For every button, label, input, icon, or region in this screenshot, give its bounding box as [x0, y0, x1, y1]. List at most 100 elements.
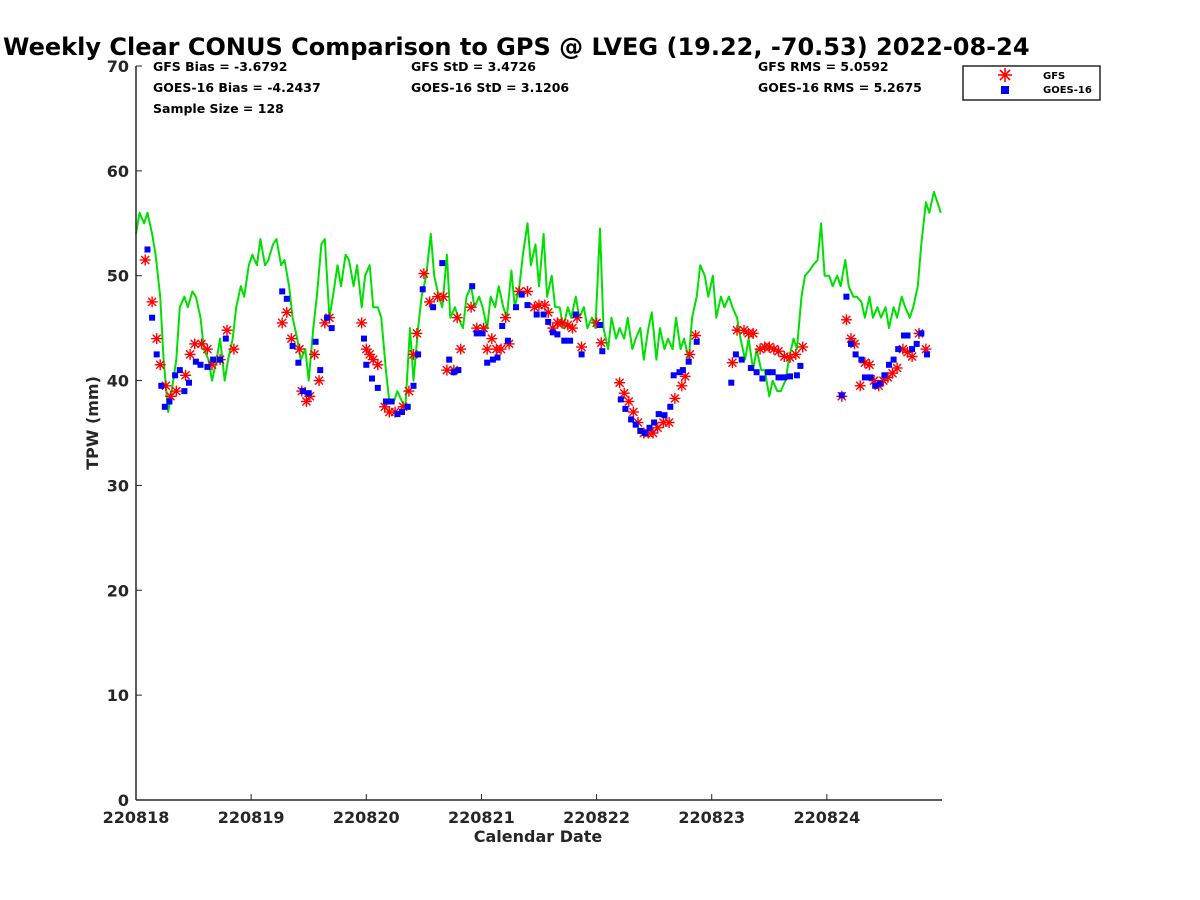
point-gfs	[623, 396, 635, 407]
point-goes-16	[192, 358, 199, 365]
y-tick-label: 60	[107, 162, 129, 181]
point-goes-16	[632, 421, 639, 428]
point-goes-16	[197, 361, 204, 368]
point-gfs	[754, 343, 766, 355]
point-goes-16	[439, 260, 446, 267]
stats-block: GFS Bias = -3.6792 GOES-16 Bias = -4.243…	[153, 59, 922, 116]
point-goes-16	[283, 295, 290, 302]
point-gfs	[690, 330, 702, 341]
y-tick-label: 40	[107, 372, 129, 391]
point-goes-16	[646, 424, 653, 431]
point-goes-16	[781, 374, 788, 381]
point-gfs	[364, 348, 376, 360]
y-tick-label: 30	[107, 476, 129, 495]
y-tick-label: 10	[107, 686, 129, 705]
point-goes-16	[289, 343, 296, 349]
point-goes-16	[913, 340, 920, 347]
point-gfs	[528, 301, 540, 313]
point-goes-16	[858, 356, 865, 363]
point-goes-16	[679, 367, 686, 374]
point-gfs	[481, 343, 493, 355]
point-gfs	[309, 348, 320, 360]
point-gfs	[139, 254, 151, 266]
point-goes-16	[881, 372, 888, 379]
point-gfs	[228, 343, 240, 355]
point-goes-16	[312, 338, 319, 345]
legend-box	[962, 65, 1101, 101]
stat-goes-bias: GOES-16 Bias = -4.2437	[153, 80, 321, 95]
point-gfs	[294, 343, 305, 355]
point-goes-16	[450, 369, 457, 376]
legend-goes-marker	[1001, 86, 1009, 94]
point-goes-16	[172, 372, 179, 379]
chart-title: Weekly Clear CONUS Comparison to GPS @ L…	[3, 33, 1030, 61]
point-gfs	[372, 359, 384, 371]
point-goes-16	[765, 369, 772, 376]
point-goes-16	[549, 329, 556, 336]
point-gfs	[790, 348, 802, 360]
point-goes-16	[641, 430, 648, 436]
point-goes-16	[848, 340, 854, 347]
point-goes-16	[628, 416, 635, 423]
point-gfs	[663, 417, 675, 428]
y-axis-label: TPW (mm)	[83, 376, 102, 470]
point-goes-16	[369, 375, 375, 382]
point-goes-16	[166, 398, 173, 405]
point-gfs	[864, 359, 875, 371]
point-goes-16	[222, 335, 229, 342]
point-goes-16	[637, 427, 644, 434]
series-layer	[135, 190, 942, 439]
point-goes-16	[479, 330, 486, 337]
point-goes-16	[867, 374, 874, 381]
point-goes-16	[901, 332, 907, 339]
stat-gfs-bias: GFS Bias = -3.6792	[153, 59, 287, 74]
point-goes-16	[446, 356, 453, 363]
point-goes-16	[361, 335, 367, 342]
point-gfs	[411, 327, 423, 339]
point-gfs	[418, 268, 430, 280]
point-gfs	[495, 343, 507, 355]
point-gfs	[465, 301, 477, 313]
point-goes-16	[430, 304, 437, 311]
y-tick-label: 50	[107, 267, 129, 286]
point-goes-16	[499, 323, 506, 329]
point-gfs	[726, 357, 738, 369]
point-goes-16	[732, 351, 739, 358]
point-gfs	[170, 385, 182, 397]
point-goes-16	[382, 398, 389, 405]
point-gfs	[669, 392, 681, 404]
point-goes-16	[210, 356, 217, 363]
point-goes-16	[872, 382, 879, 389]
legend-goes-label: GOES-16	[1043, 85, 1092, 96]
point-goes-16	[328, 325, 335, 332]
point-gfs	[566, 322, 578, 334]
point-goes-16	[300, 388, 306, 395]
point-gfs	[184, 348, 196, 360]
point-goes-16	[661, 412, 668, 419]
y-tick-label: 70	[107, 57, 129, 76]
point-gfs	[522, 285, 533, 297]
point-goes-16	[181, 388, 188, 395]
point-goes-16	[797, 362, 804, 369]
series-line-gps	[135, 190, 942, 413]
point-goes-16	[895, 346, 902, 353]
point-goes-16	[513, 304, 519, 311]
point-goes-16	[524, 302, 531, 309]
point-goes-16	[455, 367, 462, 374]
point-goes-16	[161, 403, 168, 410]
point-gfs	[840, 314, 852, 326]
point-gfs	[684, 348, 696, 360]
point-goes-16	[469, 283, 476, 290]
point-gfs	[146, 296, 158, 308]
point-goes-16	[504, 337, 511, 344]
stat-sample-size: Sample Size = 128	[153, 101, 284, 116]
point-goes-16	[324, 314, 331, 321]
point-gfs	[797, 341, 809, 353]
y-ticks: 0 10 20 30 40 50 60 70	[107, 57, 142, 810]
point-gfs	[747, 327, 759, 339]
point-gfs	[281, 306, 293, 318]
point-gfs	[455, 343, 467, 355]
point-goes-16	[599, 348, 606, 355]
point-goes-16	[554, 331, 561, 338]
point-gfs	[618, 387, 630, 399]
